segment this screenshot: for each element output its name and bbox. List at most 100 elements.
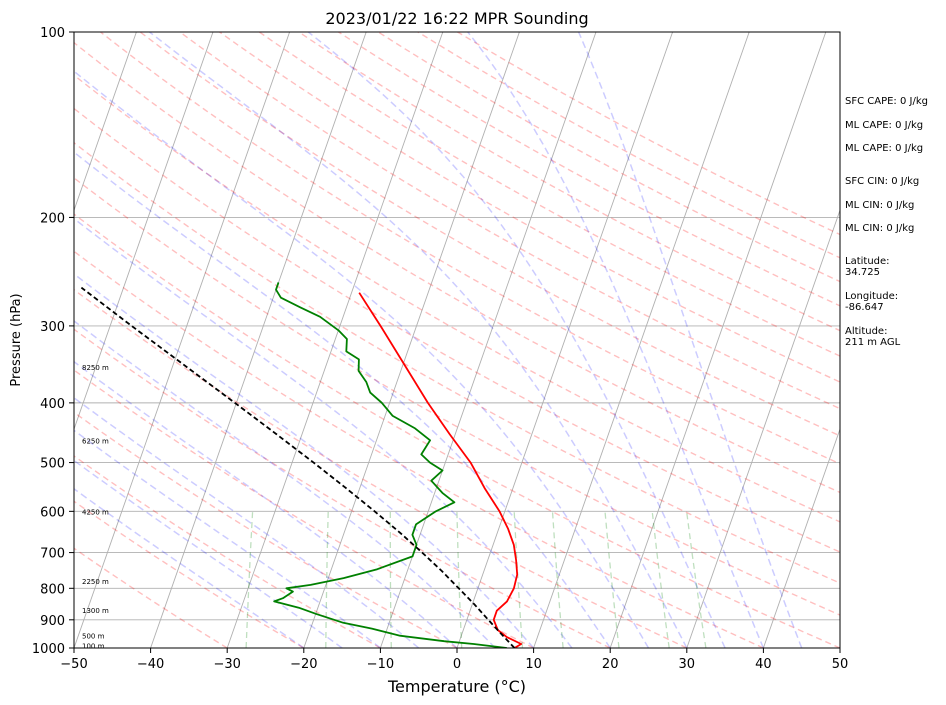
dewpoint-profile xyxy=(273,282,507,648)
dry-adiabat xyxy=(74,547,228,648)
x-tick-label: 50 xyxy=(832,657,849,672)
moist-adiabat xyxy=(577,32,803,648)
dry-adiabat xyxy=(74,288,688,648)
isotherm-line xyxy=(456,32,674,648)
dry-adiabat xyxy=(74,250,764,648)
latitude-label: Latitude: xyxy=(845,256,890,267)
dry-adiabat xyxy=(74,107,840,553)
mixing-ratio-line xyxy=(389,511,392,648)
sfc-cin-text: SFC CIN: 0 J/kg xyxy=(845,176,919,187)
y-tick-label: 400 xyxy=(40,397,65,412)
dry-adiabat xyxy=(74,141,840,584)
isotherm-line xyxy=(226,32,444,648)
moist-adiabat-lines xyxy=(74,32,803,648)
moist-adiabat xyxy=(74,429,381,648)
dry-adiabat xyxy=(219,32,840,383)
parcel-profile xyxy=(80,286,516,648)
moist-adiabat xyxy=(74,459,343,648)
height-label: 6250 m xyxy=(82,437,109,445)
isotherm-line xyxy=(150,32,367,648)
dry-adiabat xyxy=(100,32,840,465)
dry-adiabat xyxy=(74,74,840,523)
ml-cape-text-1: ML CAPE: 0 J/kg xyxy=(845,120,923,131)
mixing-ratio-line xyxy=(685,511,707,648)
chart-title: 2023/01/22 16:22 MPR Sounding xyxy=(325,9,588,28)
height-label: 4250 m xyxy=(82,508,109,516)
y-tick-label: 200 xyxy=(40,211,65,226)
ml-cin-text-1: ML CIN: 0 J/kg xyxy=(845,200,914,211)
y-tick-label: 600 xyxy=(40,505,65,520)
isobar-lines xyxy=(74,216,840,621)
moist-adiabat xyxy=(74,217,573,648)
y-tick-label: 700 xyxy=(40,547,65,562)
isotherm-line xyxy=(74,32,291,648)
isotherm-line xyxy=(74,32,214,431)
isotherm-line xyxy=(74,32,137,212)
x-tick-label: −30 xyxy=(213,657,240,672)
moist-adiabat xyxy=(149,32,688,648)
x-tick-label: −10 xyxy=(367,657,394,672)
x-tick-label: 20 xyxy=(602,657,619,672)
x-axis-label: Temperature (°C) xyxy=(387,677,526,696)
moist-adiabat xyxy=(74,151,611,648)
temperature-profile xyxy=(358,292,523,648)
altitude-label: Altitude: xyxy=(845,326,887,337)
height-label: 500 m xyxy=(82,633,105,641)
x-tick-label: 30 xyxy=(679,657,696,672)
isotherm-line xyxy=(303,32,520,648)
mixing-ratio-line xyxy=(245,511,254,648)
isotherm-lines xyxy=(74,32,840,648)
y-tick-label: 1000 xyxy=(32,642,65,657)
mixing-ratio-line xyxy=(651,511,670,648)
dry-adiabat xyxy=(74,369,534,648)
moist-adiabat xyxy=(74,396,420,648)
height-label: 1300 m xyxy=(82,607,109,615)
isotherm-line xyxy=(533,32,750,648)
mixing-ratio-lines xyxy=(245,511,707,648)
dry-adiabat xyxy=(179,32,840,410)
y-tick-label: 300 xyxy=(40,320,65,335)
height-label: 8250 m xyxy=(82,364,109,372)
y-tick-label: 500 xyxy=(40,457,65,472)
dry-adiabat xyxy=(74,500,305,648)
ml-cape-text-2: ML CAPE: 0 J/kg xyxy=(845,143,923,154)
longitude-value: -86.647 xyxy=(845,302,884,313)
longitude-label: Longitude: xyxy=(845,291,898,302)
x-tick-label: 10 xyxy=(525,657,542,672)
y-axis-label: Pressure (hPa) xyxy=(9,293,24,386)
latitude-value: 34.725 xyxy=(845,267,880,278)
ml-cin-text-2: ML CIN: 0 J/kg xyxy=(845,223,914,234)
x-tick-label: −20 xyxy=(290,657,317,672)
x-axis-ticks: −50 −40 −30 −20 −10 0 10 20 30 40 50 xyxy=(60,648,848,672)
dry-adiabat-lines xyxy=(74,32,840,648)
mixing-ratio-line xyxy=(456,511,463,648)
isotherm-line xyxy=(686,208,840,648)
indices-panel: SFC CAPE: 0 J/kg ML CAPE: 0 J/kg ML CAPE… xyxy=(845,96,928,348)
x-tick-label: 0 xyxy=(453,657,461,672)
x-tick-label: −40 xyxy=(137,657,164,672)
moist-adiabat xyxy=(307,32,726,648)
moist-adiabat xyxy=(74,272,535,648)
dry-adiabat xyxy=(139,32,840,437)
altitude-value: 211 m AGL xyxy=(845,337,901,348)
y-axis-ticks: 100 200 300 400 500 600 700 800 900 1000 xyxy=(32,26,74,657)
x-tick-label: −50 xyxy=(60,657,87,672)
sfc-cape-text: SFC CAPE: 0 J/kg xyxy=(845,96,928,107)
x-tick-label: 40 xyxy=(755,657,772,672)
dry-adiabat xyxy=(74,213,840,648)
moist-adiabat xyxy=(74,487,305,648)
moist-adiabat xyxy=(467,32,765,648)
height-label: 2250 m xyxy=(82,578,109,586)
y-tick-label: 100 xyxy=(40,26,65,41)
y-tick-label: 800 xyxy=(40,582,65,597)
dry-adiabat xyxy=(74,41,840,494)
moist-adiabat xyxy=(74,70,650,648)
mixing-ratio-line xyxy=(604,511,620,648)
isotherm-line xyxy=(762,427,840,648)
isotherm-line xyxy=(609,32,827,648)
dry-adiabat xyxy=(74,177,840,616)
dry-adiabat xyxy=(74,328,611,648)
